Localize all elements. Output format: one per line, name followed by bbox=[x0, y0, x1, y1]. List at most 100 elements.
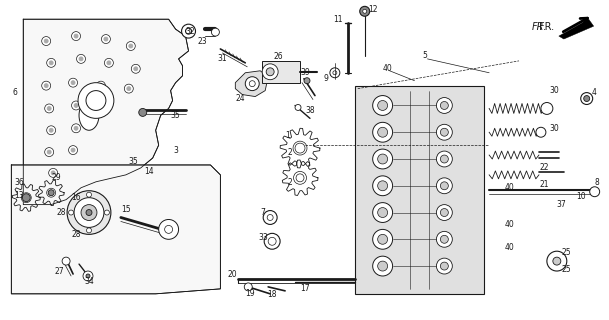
Circle shape bbox=[440, 155, 448, 163]
Circle shape bbox=[266, 68, 274, 76]
Text: 40: 40 bbox=[504, 183, 514, 192]
Circle shape bbox=[330, 68, 340, 78]
Circle shape bbox=[263, 211, 277, 224]
Circle shape bbox=[49, 128, 53, 132]
Circle shape bbox=[69, 78, 77, 87]
Text: 2: 2 bbox=[287, 178, 292, 187]
Circle shape bbox=[437, 204, 452, 220]
Circle shape bbox=[129, 44, 133, 48]
Circle shape bbox=[373, 176, 393, 196]
Polygon shape bbox=[23, 19, 189, 204]
Text: 9: 9 bbox=[323, 74, 328, 83]
Text: 37: 37 bbox=[556, 200, 566, 209]
Text: 15: 15 bbox=[121, 205, 131, 214]
Circle shape bbox=[553, 257, 561, 265]
Circle shape bbox=[134, 67, 138, 71]
Circle shape bbox=[102, 35, 110, 44]
Circle shape bbox=[74, 103, 78, 108]
Text: 2: 2 bbox=[287, 148, 292, 156]
Circle shape bbox=[48, 190, 54, 196]
Text: 31: 31 bbox=[217, 54, 227, 63]
Circle shape bbox=[83, 271, 93, 281]
Circle shape bbox=[107, 61, 111, 65]
Text: 39: 39 bbox=[300, 68, 310, 77]
Circle shape bbox=[373, 256, 393, 276]
Polygon shape bbox=[355, 86, 484, 294]
Circle shape bbox=[21, 193, 31, 203]
Circle shape bbox=[264, 233, 280, 249]
Text: 11: 11 bbox=[333, 15, 343, 24]
Circle shape bbox=[373, 229, 393, 249]
Circle shape bbox=[44, 104, 54, 113]
Circle shape bbox=[333, 71, 337, 75]
Circle shape bbox=[440, 262, 448, 270]
Text: 34: 34 bbox=[84, 277, 94, 286]
Text: 22: 22 bbox=[539, 164, 549, 172]
Text: 35: 35 bbox=[171, 111, 180, 120]
Circle shape bbox=[304, 78, 310, 84]
Text: 32: 32 bbox=[186, 27, 195, 36]
Circle shape bbox=[104, 210, 110, 215]
Bar bbox=[262, 61, 300, 83]
Circle shape bbox=[74, 198, 104, 228]
Text: 10: 10 bbox=[576, 192, 585, 201]
Circle shape bbox=[373, 122, 393, 142]
Circle shape bbox=[245, 77, 259, 91]
Circle shape bbox=[378, 154, 387, 164]
Circle shape bbox=[72, 32, 80, 41]
Circle shape bbox=[541, 102, 553, 114]
Circle shape bbox=[49, 168, 58, 177]
Polygon shape bbox=[12, 165, 220, 294]
Circle shape bbox=[159, 220, 178, 239]
Circle shape bbox=[44, 84, 48, 88]
Text: 29: 29 bbox=[51, 173, 61, 182]
Circle shape bbox=[294, 172, 306, 184]
Circle shape bbox=[360, 6, 370, 16]
Circle shape bbox=[378, 181, 387, 191]
Circle shape bbox=[51, 171, 55, 175]
Circle shape bbox=[104, 37, 108, 41]
Text: 18: 18 bbox=[267, 290, 277, 299]
Circle shape bbox=[440, 101, 448, 109]
Circle shape bbox=[373, 96, 393, 116]
Circle shape bbox=[295, 143, 305, 153]
Circle shape bbox=[72, 124, 80, 133]
Text: 21: 21 bbox=[539, 180, 549, 189]
Text: 33: 33 bbox=[258, 233, 268, 242]
Circle shape bbox=[44, 39, 48, 43]
Polygon shape bbox=[235, 71, 268, 97]
Circle shape bbox=[47, 150, 51, 154]
Circle shape bbox=[249, 81, 255, 87]
Circle shape bbox=[437, 151, 452, 167]
Text: 7: 7 bbox=[261, 208, 266, 217]
Text: 17: 17 bbox=[300, 284, 310, 293]
Text: 1: 1 bbox=[286, 131, 290, 140]
Circle shape bbox=[373, 149, 393, 169]
Text: 40: 40 bbox=[382, 64, 392, 73]
Circle shape bbox=[440, 128, 448, 136]
Text: 4: 4 bbox=[591, 88, 596, 97]
Text: 14: 14 bbox=[144, 167, 153, 176]
Text: 30: 30 bbox=[549, 86, 558, 95]
Circle shape bbox=[363, 9, 367, 13]
Circle shape bbox=[74, 34, 78, 38]
Circle shape bbox=[437, 98, 452, 113]
Circle shape bbox=[378, 208, 387, 218]
Circle shape bbox=[49, 61, 53, 65]
Text: 35: 35 bbox=[128, 157, 138, 166]
Circle shape bbox=[378, 100, 387, 110]
Circle shape bbox=[126, 42, 135, 51]
Circle shape bbox=[74, 126, 78, 130]
Circle shape bbox=[211, 28, 219, 36]
Text: 40: 40 bbox=[504, 243, 514, 252]
Circle shape bbox=[127, 87, 131, 91]
Polygon shape bbox=[559, 19, 594, 39]
Circle shape bbox=[72, 101, 80, 110]
Circle shape bbox=[437, 258, 452, 274]
Circle shape bbox=[378, 234, 387, 244]
Text: 24: 24 bbox=[236, 94, 245, 103]
Text: 28: 28 bbox=[57, 208, 66, 217]
Circle shape bbox=[296, 174, 304, 182]
Circle shape bbox=[132, 64, 140, 73]
Circle shape bbox=[47, 188, 55, 197]
